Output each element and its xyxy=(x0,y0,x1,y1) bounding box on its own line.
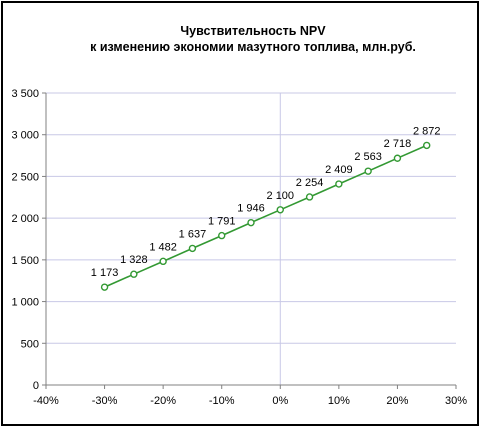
data-label: 2 718 xyxy=(384,138,412,150)
data-point xyxy=(130,270,138,278)
data-point xyxy=(247,218,255,227)
x-tick-label: -20% xyxy=(150,395,176,407)
data-point xyxy=(188,244,197,253)
data-label: 1 946 xyxy=(237,203,265,215)
x-tick-label: 30% xyxy=(445,395,467,407)
x-tick-label: 0% xyxy=(272,395,288,407)
data-label: 2 872 xyxy=(413,125,441,137)
data-point xyxy=(393,154,402,162)
data-point xyxy=(159,257,167,266)
y-tick-label: 3 000 xyxy=(11,130,39,142)
x-tick-label: -10% xyxy=(209,395,235,407)
x-tick-label: -40% xyxy=(33,395,59,407)
data-label: 1 637 xyxy=(179,228,207,240)
data-label: 2 563 xyxy=(354,151,382,163)
data-label: 2 100 xyxy=(267,190,295,202)
series-line xyxy=(104,144,428,288)
data-label: 1 328 xyxy=(120,254,148,266)
plot-area: 0 500 1 000 1 500 2 000 2 500 3 000 3 500 -40% -3… xyxy=(11,88,467,407)
data-label: 1 791 xyxy=(208,216,236,228)
y-tick-label: 3 500 xyxy=(11,88,39,100)
data-point xyxy=(423,141,431,150)
data-label: 2 254 xyxy=(296,177,324,189)
chart-title: Чувствительность NPV xyxy=(180,24,326,38)
data-point xyxy=(364,167,372,175)
x-tick-label: 20% xyxy=(386,395,408,407)
chart-subtitle: к изменению экономии мазутного топлива, … xyxy=(90,40,416,54)
y-tick-label: 2 500 xyxy=(11,171,39,183)
data-point xyxy=(100,283,109,291)
data-point xyxy=(305,193,314,201)
data-label: 2 409 xyxy=(325,164,353,176)
data-point xyxy=(335,180,343,188)
data-point xyxy=(218,231,226,240)
x-tick-label: 10% xyxy=(328,395,350,407)
y-tick-label: 1 000 xyxy=(11,297,39,309)
y-tick-label: 2 000 xyxy=(11,213,39,225)
x-tick-label: -30% xyxy=(92,395,118,407)
y-tick-label: 1 500 xyxy=(11,255,39,267)
npv-sensitivity-chart: Чувствительность NPV к изменению экономи… xyxy=(11,24,467,407)
y-tick-label: 0 xyxy=(33,380,39,392)
y-tick-label: 500 xyxy=(21,338,39,350)
data-label: 1 173 xyxy=(91,267,119,279)
data-point xyxy=(276,206,284,214)
data-label: 1 482 xyxy=(149,241,177,253)
